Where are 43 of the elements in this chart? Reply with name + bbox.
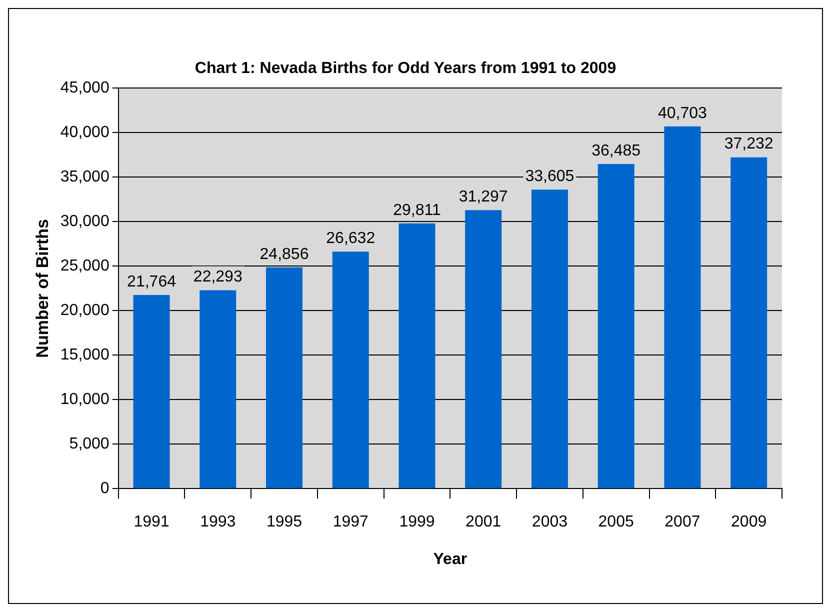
y-tick-label: 5,000: [69, 436, 110, 453]
data-label: 24,856: [260, 246, 309, 263]
data-label: 31,297: [458, 188, 508, 206]
y-axis-title: Number of Births: [32, 218, 52, 358]
y-tick-label: 30,000: [60, 213, 110, 230]
y-tick-label: 40,000: [60, 124, 110, 142]
x-tick-label: 1991: [134, 514, 170, 531]
x-tick-label: 2009: [731, 514, 767, 531]
bar: [332, 252, 369, 488]
x-tick-label: 1997: [332, 514, 369, 531]
data-label: 33,605: [525, 168, 574, 185]
data-label: 40,703: [658, 104, 708, 122]
data-label: 22,293: [193, 268, 242, 286]
data-label: 37,232: [724, 136, 774, 153]
bar: [266, 267, 303, 488]
y-tick-label: 0: [100, 480, 110, 498]
data-label: 26,632: [326, 230, 376, 248]
x-tick-label: 1995: [266, 514, 302, 531]
x-tick-label: 1993: [200, 514, 236, 531]
chart-title: Chart 1: Nevada Births for Odd Years from 1991 to 2009: [194, 60, 616, 78]
bar: [598, 164, 634, 488]
bar: [730, 157, 768, 488]
data-label: 21,764: [127, 273, 176, 290]
x-tick-label: 2007: [664, 514, 700, 531]
bar: [664, 126, 701, 488]
x-tick-label: 2005: [598, 514, 634, 531]
y-tick-label: 20,000: [60, 302, 110, 320]
bar: [465, 210, 502, 488]
data-label: 36,485: [592, 142, 641, 160]
x-tick-label: 2001: [466, 514, 502, 531]
x-tick-label: 1999: [399, 514, 435, 531]
bar: [398, 223, 436, 488]
y-tick-label: 15,000: [60, 346, 110, 364]
bar: [531, 190, 568, 488]
x-axis-title: Year: [433, 550, 468, 568]
y-tick-label: 10,000: [60, 391, 110, 408]
x-tick-label: 2003: [532, 514, 568, 531]
y-tick-label: 25,000: [60, 258, 110, 275]
data-label: 29,811: [393, 202, 441, 219]
y-tick-label: 35,000: [60, 168, 110, 186]
bar: [133, 294, 170, 488]
bar: [200, 290, 236, 488]
y-tick-label: 45,000: [60, 80, 110, 97]
